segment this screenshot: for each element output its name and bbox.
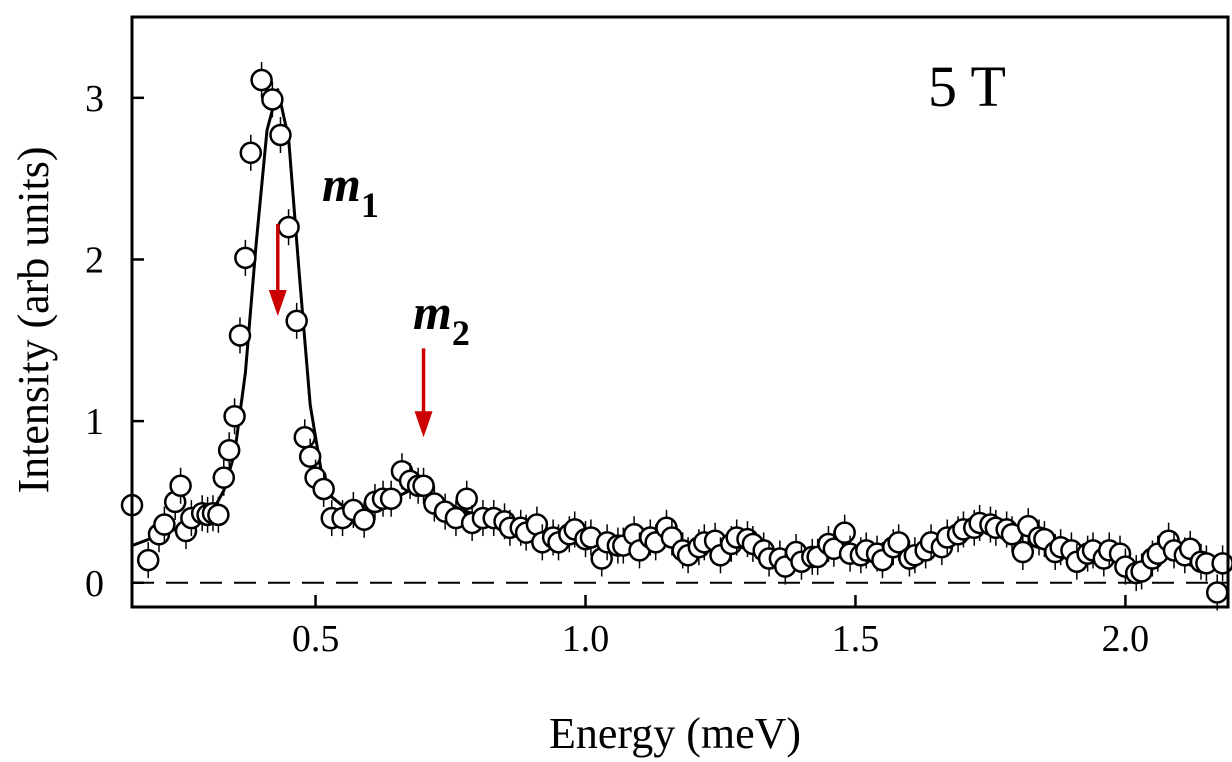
field-label: 5 T bbox=[928, 54, 1006, 119]
data-point bbox=[212, 466, 236, 489]
arrow-m2-head bbox=[414, 411, 433, 438]
peak-label-m2-subscript: 2 bbox=[452, 313, 470, 353]
data-point bbox=[153, 513, 176, 536]
x-axis-title: Energy (meV) bbox=[549, 709, 801, 758]
data-point bbox=[455, 487, 478, 510]
data-point bbox=[312, 477, 335, 501]
data-point bbox=[298, 445, 322, 468]
y-tick-label: 1 bbox=[85, 401, 104, 443]
x-tick-label: 0.5 bbox=[292, 618, 340, 660]
data-point bbox=[136, 548, 160, 572]
data-point bbox=[207, 503, 230, 527]
data-point bbox=[223, 405, 246, 428]
data-point bbox=[352, 508, 376, 531]
data-point bbox=[169, 474, 192, 498]
peak-label-m1-subscript: 1 bbox=[361, 185, 379, 225]
data-point bbox=[293, 426, 317, 449]
data-point bbox=[269, 123, 292, 147]
data-point bbox=[1011, 540, 1035, 564]
plot-frame bbox=[130, 15, 1230, 609]
data-point bbox=[887, 531, 910, 554]
peak-label-m1: m1 bbox=[322, 156, 379, 225]
data-point bbox=[1205, 581, 1229, 604]
x-tick-label: 1.5 bbox=[832, 618, 880, 660]
y-tick-label: 0 bbox=[85, 563, 104, 605]
peak-label-m2-letter: m bbox=[413, 284, 452, 340]
data-point bbox=[228, 324, 252, 347]
x-tick-label: 2.0 bbox=[1102, 618, 1150, 660]
data-point bbox=[379, 487, 403, 510]
data-point bbox=[234, 246, 257, 270]
y-tick-label: 2 bbox=[85, 239, 104, 281]
data-point bbox=[261, 88, 284, 111]
data-point bbox=[239, 141, 263, 165]
data-point bbox=[412, 474, 435, 498]
peak-label-m1-letter: m bbox=[322, 156, 361, 212]
peak-label-m2: m2 bbox=[413, 284, 470, 353]
data-point bbox=[833, 521, 856, 544]
data-point bbox=[250, 68, 273, 92]
data-point bbox=[285, 309, 308, 333]
arrow-m1-head bbox=[268, 290, 287, 317]
y-tick-label: 3 bbox=[85, 78, 104, 120]
data-point bbox=[217, 438, 241, 462]
x-tick-label: 1.0 bbox=[562, 618, 610, 660]
y-axis-title: Intensity (arb units) bbox=[9, 146, 58, 493]
data-point bbox=[277, 215, 300, 239]
